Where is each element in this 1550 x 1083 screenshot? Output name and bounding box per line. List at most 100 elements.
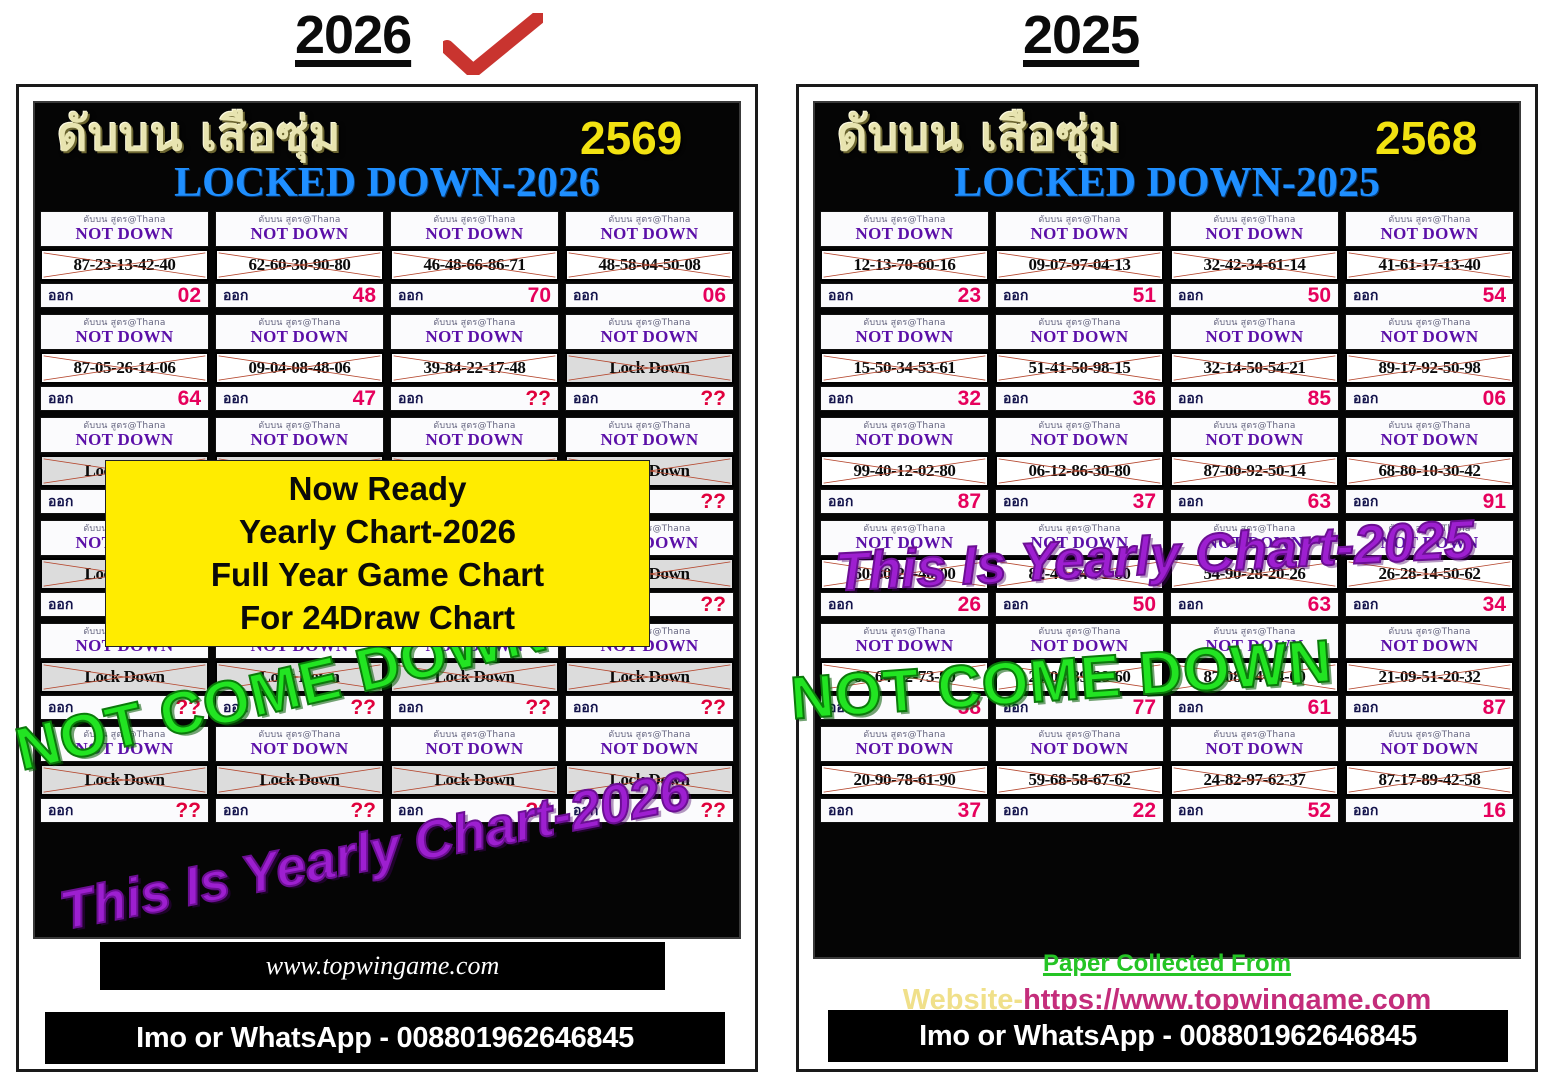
result-number: ?? [525,799,551,822]
cell-not-down-label: NOT DOWN [600,224,699,243]
result-number: 63 [1307,593,1331,616]
draw-cell: ดับบน สูตร@Thana NOT DOWN 41-61-17-13-40 ออ… [1343,210,1516,311]
result-number: 61 [1307,696,1331,719]
promo-line-3: Full Year Game Chart [210,556,545,593]
cell-result-row: ออก 06 [565,283,734,308]
numbers-cell: 87-08-84-04-00 [1170,661,1339,693]
numbers-cell: 87-23-13-42-40 [40,249,209,281]
numbers-cell: 06-12-86-30-80 [995,455,1164,487]
cell-brand-text: ดับบน สูตร@Thana [1038,421,1121,431]
cell-brand-text: ดับบน สูตร@Thana [608,318,691,328]
strike-through-x-icon [998,252,1161,278]
numbers-cell: 89-17-92-50-98 [1345,352,1514,384]
cell-result-row: ออก?? [565,386,734,411]
result-number: 64 [177,387,201,410]
cell-not-down-label: NOT DOWN [855,636,954,655]
cell-brand-text: ดับบน สูตร@Thana [1388,730,1471,740]
ook-label: ออก [48,390,74,407]
cell-not-down-label: NOT DOWN [1030,224,1129,243]
draw-cell: ดับบน สูตร@Thana NOT DOWN 24-82-97-62-37 ออ… [1168,725,1341,826]
ook-label: ออก [828,287,854,304]
cell-not-down-label: NOT DOWN [75,327,174,346]
ook-label: ออก [398,390,424,407]
strike-through-x-icon [998,664,1161,690]
result-number: 54 [1482,284,1506,307]
numbers-cell: 32-42-34-61-14 [1170,249,1339,281]
result-number: 87 [957,490,981,513]
result-number: 06 [1482,387,1506,410]
ook-label: ออก [573,390,599,407]
strike-through-x-icon [43,355,206,381]
cell-result-row: ออก 51 [995,283,1164,308]
whatsapp-strip-text: Imo or WhatsApp - 008801962646845 [919,1019,1417,1052]
cell-not-down-label: NOT DOWN [250,430,349,449]
locked-down-title-2025: LOCKED DOWN-2025 [954,160,1380,206]
cell-not-down-label: NOT DOWN [1380,327,1479,346]
strike-through-x-icon [43,767,206,793]
draw-cell: ดับบน สูตร@Thana NOT DOWN 87-17-89-42-58 ออ… [1343,725,1516,826]
chart-header-2025: ดับบน เสือซุ่ม 2568 LOCKED DOWN-2025 [815,103,1519,207]
cell-result-row: ออก 36 [995,386,1164,411]
cell-result-row: ออก 37 [995,489,1164,514]
cell-brand-text: ดับบน สูตร@Thana [1213,730,1296,740]
strike-through-x-icon [1348,561,1511,587]
numbers-cell: 87-05-26-14-06 [40,352,209,384]
website-strip-2026[interactable]: www.topwingame.com [100,942,665,990]
ook-label: ออก [48,493,74,510]
result-number: 47 [352,387,376,410]
cell-not-down-label: NOT DOWN [1380,636,1479,655]
result-number: 58 [957,696,981,719]
cell-result-row: ออก?? [390,798,559,823]
strike-through-x-icon [393,664,556,690]
result-number: ?? [700,387,726,410]
numbers-cell: 20-90-78-61-90 [820,764,989,796]
result-number: 26 [957,593,981,616]
cell-numbers-text: Lock Down [609,358,690,377]
cell-not-down-label: NOT DOWN [1030,430,1129,449]
cell-not-down-label: NOT DOWN [600,739,699,758]
strike-through-x-icon [823,561,986,587]
cell-brand-text: ดับบน สูตร@Thana [258,421,341,431]
whatsapp-strip-2026[interactable]: Imo or WhatsApp - 008801962646845 [45,1012,725,1064]
cell-result-row: ออก 23 [820,283,989,308]
cell-result-row: ออก 61 [1170,695,1339,720]
cell-not-down-label: NOT DOWN [250,327,349,346]
draw-cell: ดับบน สูตร@Thana NOT DOWN 54-90-28-20-26 ออ… [1168,519,1341,620]
ook-label: ออก [573,287,599,304]
cell-brand-text: ดับบน สูตร@Thana [1388,318,1471,328]
ook-label: ออก [48,699,74,716]
cell-result-row: ออก 63 [1170,489,1339,514]
cell-result-row: ออก 06 [1345,386,1514,411]
whatsapp-strip-2025[interactable]: Imo or WhatsApp - 008801962646845 [828,1010,1508,1062]
cell-not-down-label: NOT DOWN [1205,533,1304,552]
numbers-cell: 39-84-22-17-48 [390,352,559,384]
result-number: ?? [350,696,376,719]
ook-label: ออก [1003,596,1029,613]
result-number: ?? [175,696,201,719]
cell-brand-text: ดับบน สูตร@Thana [83,215,166,225]
cell-result-row: ออก 87 [820,489,989,514]
strike-through-x-icon [218,767,381,793]
ook-label: ออก [1178,596,1204,613]
result-number: ?? [700,696,726,719]
strike-through-x-icon [998,355,1161,381]
draw-cell: ดับบน สูตร@Thana NOT DOWN 68-80-10-30-42 ออ… [1343,416,1516,517]
ook-label: ออก [1353,390,1379,407]
